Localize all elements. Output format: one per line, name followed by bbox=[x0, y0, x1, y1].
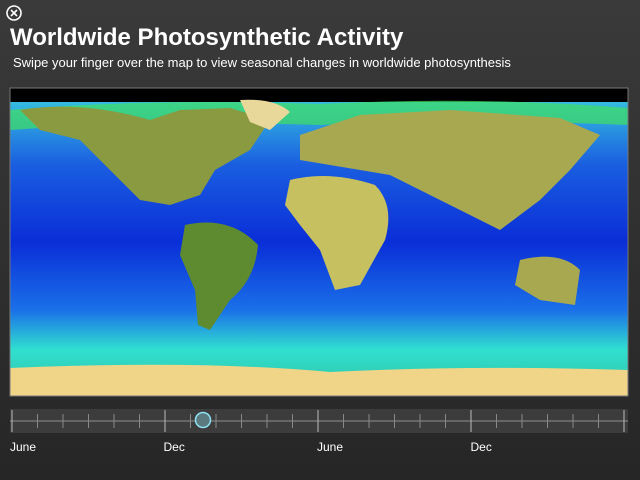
subtitle: Swipe your finger over the map to view s… bbox=[13, 55, 511, 70]
timeline-label: Dec bbox=[164, 440, 185, 454]
map[interactable] bbox=[9, 87, 629, 397]
title: Worldwide Photosynthetic Activity bbox=[10, 24, 404, 51]
slider-knob[interactable] bbox=[194, 411, 212, 429]
timeline-label: June bbox=[10, 440, 36, 454]
close-button[interactable] bbox=[6, 5, 22, 21]
timeline-label: Dec bbox=[471, 440, 492, 454]
timeline-slider[interactable] bbox=[10, 409, 628, 433]
timeline-label: June bbox=[317, 440, 343, 454]
